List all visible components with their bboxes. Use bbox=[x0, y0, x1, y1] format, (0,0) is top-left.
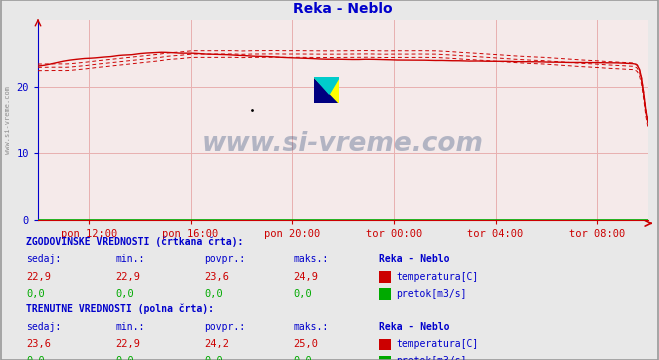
Text: www.si-vreme.com: www.si-vreme.com bbox=[202, 131, 484, 157]
Text: 22,9: 22,9 bbox=[26, 271, 51, 282]
Text: 22,9: 22,9 bbox=[115, 339, 140, 349]
Text: 0,0: 0,0 bbox=[293, 356, 312, 360]
Text: povpr.:: povpr.: bbox=[204, 254, 245, 264]
Text: TRENUTNE VREDNOSTI (polna črta):: TRENUTNE VREDNOSTI (polna črta): bbox=[26, 304, 214, 314]
Text: 0,0: 0,0 bbox=[115, 356, 134, 360]
Text: Reka - Neblo: Reka - Neblo bbox=[379, 254, 449, 264]
Text: 0,0: 0,0 bbox=[204, 356, 223, 360]
Text: 0,0: 0,0 bbox=[204, 289, 223, 299]
Polygon shape bbox=[314, 77, 339, 103]
Text: maks.:: maks.: bbox=[293, 322, 328, 332]
Text: 22,9: 22,9 bbox=[115, 271, 140, 282]
Text: 24,9: 24,9 bbox=[293, 271, 318, 282]
Text: pretok[m3/s]: pretok[m3/s] bbox=[396, 356, 467, 360]
Text: 0,0: 0,0 bbox=[26, 289, 45, 299]
Title: Reka - Neblo: Reka - Neblo bbox=[293, 2, 393, 16]
Text: pretok[m3/s]: pretok[m3/s] bbox=[396, 289, 467, 299]
Polygon shape bbox=[314, 77, 339, 103]
Text: temperatura[C]: temperatura[C] bbox=[396, 339, 478, 349]
Text: sedaj:: sedaj: bbox=[26, 254, 61, 264]
Text: 25,0: 25,0 bbox=[293, 339, 318, 349]
Polygon shape bbox=[314, 77, 339, 94]
Text: 0,0: 0,0 bbox=[26, 356, 45, 360]
Text: 0,0: 0,0 bbox=[115, 289, 134, 299]
Text: 23,6: 23,6 bbox=[26, 339, 51, 349]
Text: povpr.:: povpr.: bbox=[204, 322, 245, 332]
Text: temperatura[C]: temperatura[C] bbox=[396, 271, 478, 282]
Text: 24,2: 24,2 bbox=[204, 339, 229, 349]
Text: ZGODOVINSKE VREDNOSTI (črtkana črta):: ZGODOVINSKE VREDNOSTI (črtkana črta): bbox=[26, 237, 244, 247]
Text: min.:: min.: bbox=[115, 254, 145, 264]
Text: 0,0: 0,0 bbox=[293, 289, 312, 299]
Text: Reka - Neblo: Reka - Neblo bbox=[379, 322, 449, 332]
Text: 23,6: 23,6 bbox=[204, 271, 229, 282]
Text: sedaj:: sedaj: bbox=[26, 322, 61, 332]
Text: maks.:: maks.: bbox=[293, 254, 328, 264]
Text: www.si-vreme.com: www.si-vreme.com bbox=[5, 86, 11, 154]
Text: min.:: min.: bbox=[115, 322, 145, 332]
